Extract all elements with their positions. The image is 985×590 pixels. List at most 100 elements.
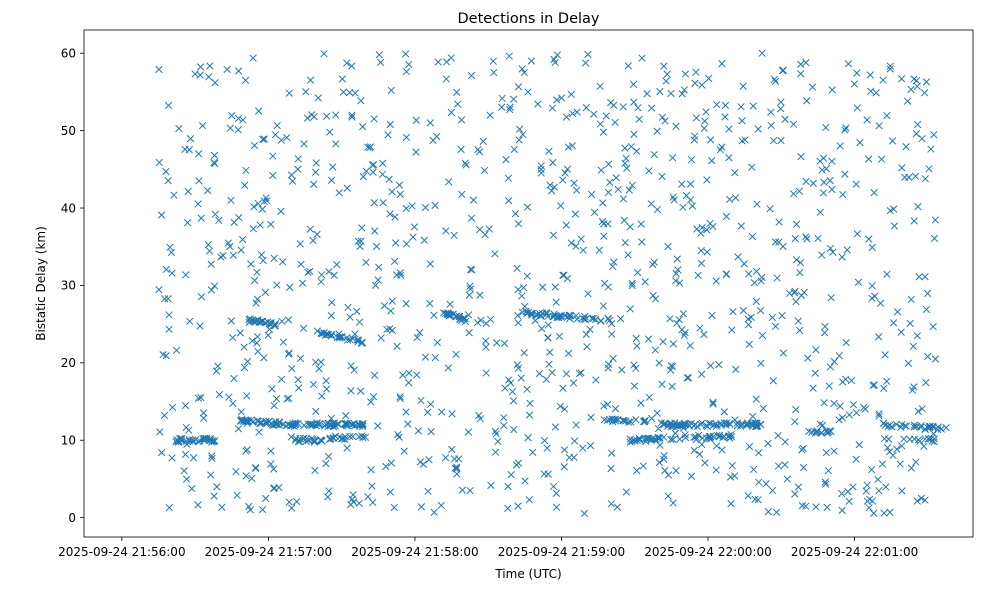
detection-point: [544, 470, 552, 478]
detection-point: [462, 161, 470, 169]
detection-point: [326, 435, 335, 443]
detection-point: [645, 167, 653, 175]
detection-point: [513, 264, 521, 273]
detection-point: [632, 147, 641, 155]
detection-point: [631, 437, 639, 445]
detection-point: [706, 432, 715, 441]
detection-point: [672, 467, 680, 475]
detection-point: [706, 419, 715, 428]
detection-point: [207, 286, 216, 294]
detection-point: [357, 97, 365, 105]
detection-point: [186, 317, 194, 326]
detection-point: [712, 466, 720, 474]
detection-point: [762, 480, 770, 488]
detection-point: [290, 422, 298, 431]
detection-point: [518, 292, 526, 300]
detection-point: [375, 51, 383, 59]
detection-point: [183, 219, 192, 227]
detection-point: [565, 453, 574, 462]
detection-point: [868, 294, 876, 302]
detection-point: [681, 434, 690, 442]
detection-point: [667, 89, 675, 98]
detection-point: [748, 232, 757, 241]
detection-point: [816, 157, 824, 165]
detection-point: [504, 174, 513, 182]
detection-point: [691, 79, 699, 87]
detection-point: [637, 399, 645, 407]
detection-point: [596, 82, 604, 91]
detection-point: [555, 332, 564, 340]
detection-point: [758, 49, 766, 57]
detection-point: [752, 395, 760, 403]
detection-point: [722, 270, 730, 279]
detection-point: [690, 136, 698, 144]
detection-point: [343, 59, 351, 67]
detection-point: [869, 381, 877, 390]
detection-point: [380, 302, 389, 310]
detection-point: [630, 361, 638, 369]
detection-point: [666, 366, 675, 374]
detection-point: [752, 422, 761, 431]
detection-point: [323, 112, 331, 120]
detection-point: [509, 397, 518, 405]
detection-point: [262, 417, 270, 426]
detection-point: [519, 284, 528, 292]
detection-point: [904, 359, 913, 367]
detection-point: [487, 481, 495, 490]
detection-point: [343, 333, 351, 342]
detection-point: [500, 339, 509, 348]
detection-point: [485, 225, 493, 233]
detection-point: [738, 420, 746, 428]
detection-point: [930, 234, 939, 243]
detection-point: [821, 480, 830, 488]
detection-point: [882, 483, 890, 491]
detection-point: [461, 159, 469, 167]
detection-point: [284, 316, 293, 324]
detection-point: [466, 265, 475, 274]
detection-point: [630, 382, 639, 390]
detection-point: [386, 210, 394, 218]
detection-point: [252, 463, 260, 472]
detection-point: [822, 165, 831, 173]
detection-point: [638, 54, 646, 62]
y-tick-label: 10: [61, 434, 76, 448]
detection-point: [907, 85, 915, 94]
detection-point: [506, 105, 514, 114]
x-tick-label: 2025-09-24 22:00:00: [644, 545, 771, 559]
detection-point: [273, 281, 281, 289]
detection-point: [877, 155, 886, 163]
detection-point: [818, 251, 826, 259]
detection-point: [907, 295, 915, 304]
detection-point: [288, 364, 296, 373]
detection-point: [254, 347, 262, 356]
detection-point: [388, 326, 396, 335]
detection-point: [676, 421, 685, 430]
detection-point: [803, 235, 811, 243]
detection-point: [454, 100, 462, 108]
detection-point: [845, 497, 853, 505]
detection-point: [332, 111, 340, 119]
detection-point: [707, 136, 715, 144]
detection-point: [560, 405, 569, 413]
detection-point: [510, 425, 518, 434]
detection-point: [425, 456, 433, 464]
detection-point: [426, 299, 434, 308]
detection-point: [587, 190, 596, 199]
detection-point: [294, 155, 302, 163]
detection-point: [890, 205, 898, 213]
detection-point: [544, 321, 552, 329]
detection-point: [324, 493, 332, 501]
detection-point: [369, 393, 378, 401]
detection-point: [680, 331, 689, 339]
detection-point: [327, 330, 336, 339]
detection-point: [395, 181, 404, 189]
detection-point: [604, 220, 612, 228]
detection-point: [404, 420, 412, 428]
detection-point: [651, 346, 659, 354]
detection-point: [511, 210, 520, 218]
detection-point: [655, 359, 663, 367]
detection-point: [461, 317, 470, 326]
detection-point: [866, 71, 874, 79]
detection-point: [718, 446, 726, 454]
detection-point: [254, 417, 263, 425]
